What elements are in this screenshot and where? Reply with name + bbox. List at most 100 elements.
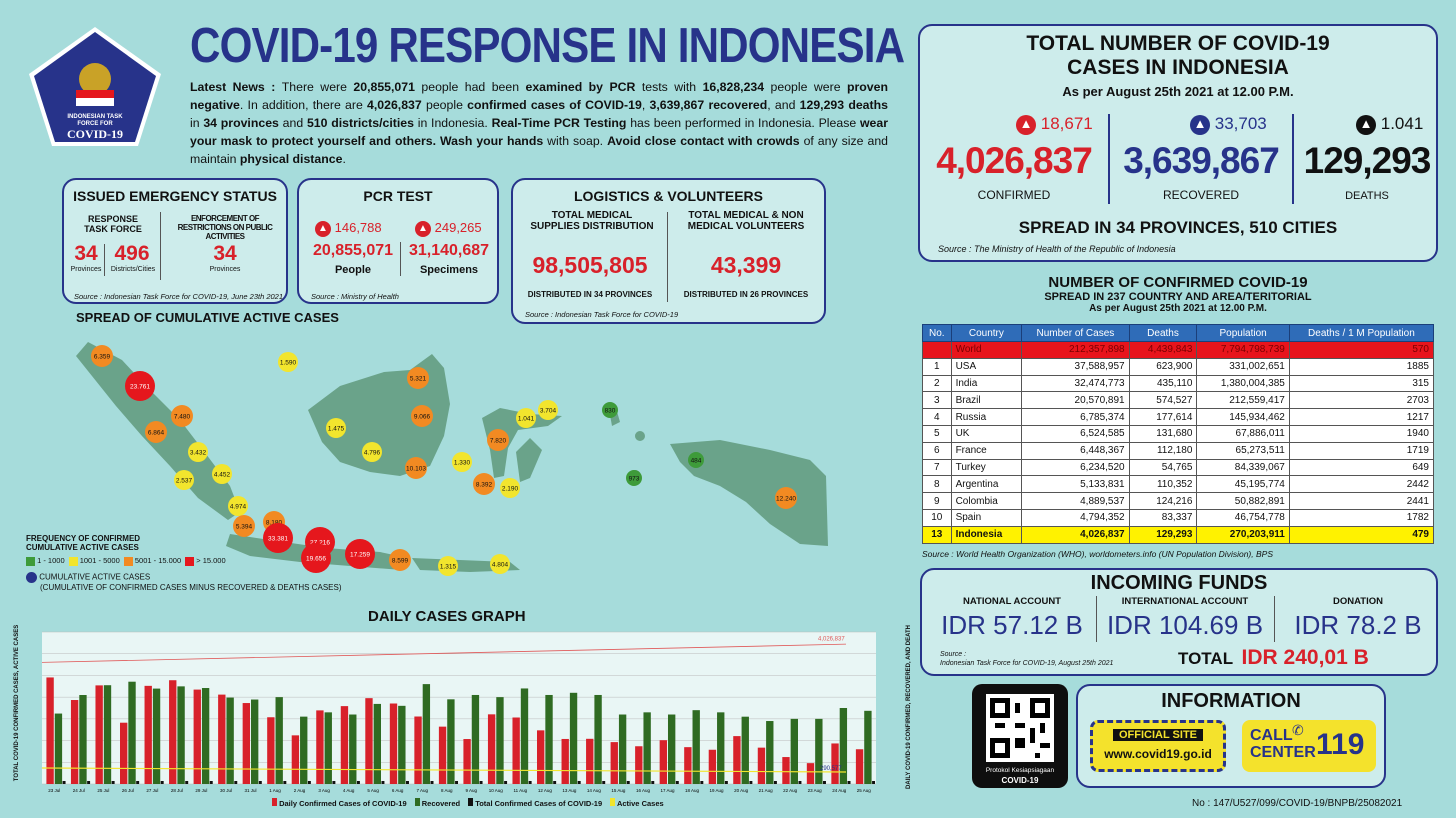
logo-line-2: FORCE FOR <box>77 121 113 127</box>
table-row: 6 France 6,448,367 112,180 65,273,511 1719 <box>922 441 1435 460</box>
table-cell: Argentina <box>950 475 1023 494</box>
svg-text:27.216: 27.216 <box>310 540 330 547</box>
table-header: No. <box>922 324 952 342</box>
table-row: 13 Indonesia 4,026,837 129,293 270,203,911 47… <box>922 525 1435 544</box>
confirmed-bar <box>610 742 618 784</box>
death-bar <box>209 781 213 784</box>
confirmed-bar <box>389 703 398 784</box>
recovered-bar <box>54 713 63 784</box>
up-arrow-icon: ▲ <box>1190 114 1210 135</box>
x-tick-label: 24 Aug <box>832 788 847 793</box>
confirmed-bar <box>561 738 569 784</box>
map-bubble: 4.974 <box>228 496 248 516</box>
death-bar <box>258 781 262 784</box>
map-bubble: 4.452 <box>212 464 232 484</box>
table-row: 5 UK 6,524,585 131,680 67,886,011 1940 <box>922 424 1435 443</box>
donation-label: DONATION <box>1333 596 1383 607</box>
table-cell: 6,448,367 <box>1021 441 1130 460</box>
official-site-button[interactable]: OFFICIAL SITE www.covid19.go.id <box>1090 720 1226 772</box>
logo-line-1: INDONESIAN TASK <box>67 114 123 120</box>
table-row: 7 Turkey 6,234,520 54,765 84,339,067 649 <box>922 458 1435 477</box>
recovered-total: 3,639,867 <box>1123 140 1280 181</box>
recovered-bar <box>152 688 161 784</box>
death-bar <box>283 781 287 784</box>
table-cell: 1217 <box>1288 408 1435 426</box>
svg-text:830: 830 <box>605 408 616 415</box>
svg-text:2.190: 2.190 <box>502 486 519 493</box>
x-tick-label: 5 Aug <box>367 788 379 793</box>
recovered-bar <box>790 718 798 784</box>
emergency-source: Source : Indonesian Task Force for COVID… <box>74 292 284 301</box>
confirmed-bar <box>218 694 226 784</box>
map-bubble: 3.704 <box>538 400 558 420</box>
svg-text:1.590: 1.590 <box>280 360 297 367</box>
recovered-bar <box>766 721 774 784</box>
task-force-logo: INDONESIAN TASK FORCE FOR COVID-19 <box>26 24 164 150</box>
table-cell: 83,337 <box>1128 508 1198 527</box>
map-bubble: 1.315 <box>438 556 458 576</box>
x-tick-label: 26 Jul <box>122 788 134 793</box>
table-cell: 65,273,511 <box>1196 441 1290 460</box>
provinces-label-1: Provinces <box>70 266 102 273</box>
confirmed-bar <box>120 722 128 784</box>
x-tick-label: 1 Aug <box>269 788 281 793</box>
svg-text:7.480: 7.480 <box>174 414 191 421</box>
deaths-total: 129,293 <box>1303 140 1432 181</box>
death-bar <box>872 781 876 784</box>
table-cell: Turkey <box>950 458 1023 477</box>
map-bubble: 8.599 <box>389 549 411 571</box>
qr-code-card[interactable]: Protokol Kesiapsiagaan COVID-19 <box>972 684 1068 788</box>
pcr-source: Source : Ministry of Health <box>311 292 399 301</box>
call-center-button[interactable]: CALL CENTER ✆ 119 <box>1242 720 1376 772</box>
map-bubble: 23.761 <box>125 371 155 401</box>
table-cell: 479 <box>1288 525 1435 544</box>
table-cell: 212,559,417 <box>1196 391 1290 410</box>
confirmed-bar <box>586 738 594 784</box>
map-bubble: 830 <box>602 402 618 418</box>
death-bar <box>602 781 606 784</box>
x-tick-label: 20 Aug <box>734 788 749 793</box>
recovered-bar <box>201 688 210 784</box>
information-title: INFORMATION <box>1161 690 1301 712</box>
map-title: SPREAD OF CUMULATIVE ACTIVE CASES <box>76 310 339 325</box>
confirmed-bar <box>438 726 447 784</box>
map-bubble: 484 <box>688 452 704 468</box>
map-bubble: 10.103 <box>405 457 427 479</box>
deaths-increase: ▲ 1.041 <box>1356 114 1423 135</box>
confirmed-bar <box>831 743 839 784</box>
table-cell: Indonesia <box>950 525 1023 544</box>
map-bubble: 1.590 <box>278 352 298 372</box>
map-bubble: 5.394 <box>233 515 255 537</box>
legend-item: > 15.000 <box>185 556 226 566</box>
x-tick-label: 14 Aug <box>587 788 602 793</box>
legend-item: 5001 - 15.000 <box>123 556 181 566</box>
death-bar <box>62 781 66 784</box>
table-cell: India <box>950 374 1023 393</box>
recovered-bar <box>373 703 381 784</box>
recovered-bar <box>349 714 357 784</box>
table-cell: 4,794,352 <box>1021 508 1130 527</box>
pcr-people-increase: ▲ 146,788 <box>315 220 382 237</box>
x-tick-label: 22 Aug <box>783 788 798 793</box>
table-header: Deaths <box>1128 324 1198 342</box>
table-cell: 3 <box>922 391 952 410</box>
recovered-bar <box>618 714 627 784</box>
pcr-specimen-increase: ▲ 249,265 <box>415 220 482 237</box>
svg-text:6.359: 6.359 <box>94 354 111 361</box>
legend-confirmed: Daily Confirmed Cases of COVID-19 <box>279 799 407 808</box>
table-cell: 67,886,011 <box>1196 424 1290 443</box>
map-bubble: 7.480 <box>171 405 193 427</box>
map-bubble: 7.820 <box>487 429 509 451</box>
x-tick-label: 18 Aug <box>685 788 700 793</box>
table-cell: 84,339,067 <box>1196 458 1290 477</box>
recovered-bar <box>324 712 332 784</box>
recovered-bar <box>398 705 406 784</box>
table-cell: 623,900 <box>1128 357 1198 376</box>
table-cell: 1719 <box>1288 441 1435 460</box>
emergency-provinces: 34 <box>74 242 98 265</box>
death-bar <box>185 781 189 784</box>
svg-text:9.066: 9.066 <box>414 414 431 421</box>
qr-code-icon <box>986 694 1054 762</box>
table-row: 4 Russia 6,785,374 177,614 145,934,462 1217 <box>922 408 1435 426</box>
daily-cases-chart: 23 Jul 24 Jul 25 Jul 26 Jul 27 Jul 28 Jul 29 J… <box>30 626 886 798</box>
